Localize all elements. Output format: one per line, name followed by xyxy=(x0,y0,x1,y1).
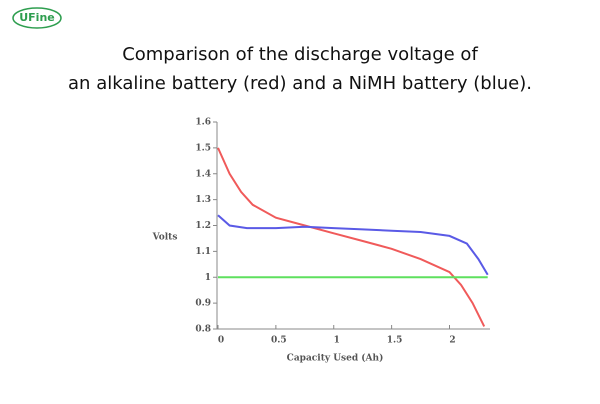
x-axis-label: Capacity Used (Ah) xyxy=(287,353,384,364)
y-tick-label: 0.8 xyxy=(195,325,211,335)
y-tick-label: 1.5 xyxy=(195,143,211,153)
y-axis-label: Volts xyxy=(152,233,178,243)
line xyxy=(217,147,486,327)
logo: UFine xyxy=(19,11,55,24)
y-tick-label: 1.1 xyxy=(195,247,211,257)
x-tick-label: 0.5 xyxy=(271,336,287,346)
x-tick-label: 2 xyxy=(449,336,455,346)
y-tick-label: 1.6 xyxy=(195,118,211,128)
x-tick-label: 1.5 xyxy=(387,336,403,346)
title-line: Comparison of the discharge voltage of xyxy=(122,44,478,65)
x-tick-label: 1 xyxy=(334,336,340,346)
x-tick-label: 0 xyxy=(218,336,224,346)
y-tick-label: 1 xyxy=(205,273,211,283)
line xyxy=(217,214,489,276)
y-tick-label: 1.3 xyxy=(195,195,211,205)
y-tick-label: 1.2 xyxy=(195,221,211,231)
title-line: an alkaline battery (red) and a NiMH bat… xyxy=(68,73,532,94)
y-tick-label: 1.4 xyxy=(195,169,211,179)
y-tick-label: 0.9 xyxy=(195,299,211,309)
logo-frame xyxy=(12,7,62,29)
